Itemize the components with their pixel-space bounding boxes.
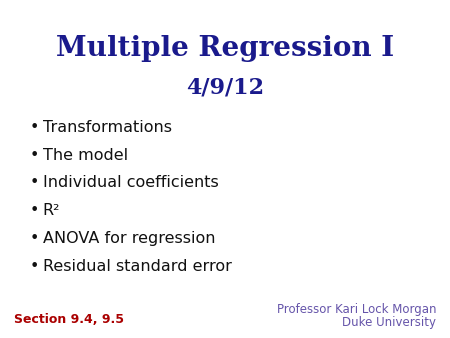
Text: •: • — [29, 148, 39, 163]
Text: •: • — [29, 231, 39, 246]
Text: •: • — [29, 259, 39, 273]
Text: Section 9.4, 9.5: Section 9.4, 9.5 — [14, 313, 123, 326]
Text: •: • — [29, 120, 39, 135]
Text: •: • — [29, 175, 39, 190]
Text: R²: R² — [43, 203, 60, 218]
Text: Duke University: Duke University — [342, 316, 436, 329]
Text: 4/9/12: 4/9/12 — [186, 76, 264, 98]
Text: Transformations: Transformations — [43, 120, 172, 135]
Text: Residual standard error: Residual standard error — [43, 259, 232, 273]
Text: Professor Kari Lock Morgan: Professor Kari Lock Morgan — [277, 303, 436, 316]
Text: The model: The model — [43, 148, 128, 163]
Text: •: • — [29, 203, 39, 218]
Text: Individual coefficients: Individual coefficients — [43, 175, 219, 190]
Text: ANOVA for regression: ANOVA for regression — [43, 231, 215, 246]
Text: Multiple Regression I: Multiple Regression I — [56, 35, 394, 63]
